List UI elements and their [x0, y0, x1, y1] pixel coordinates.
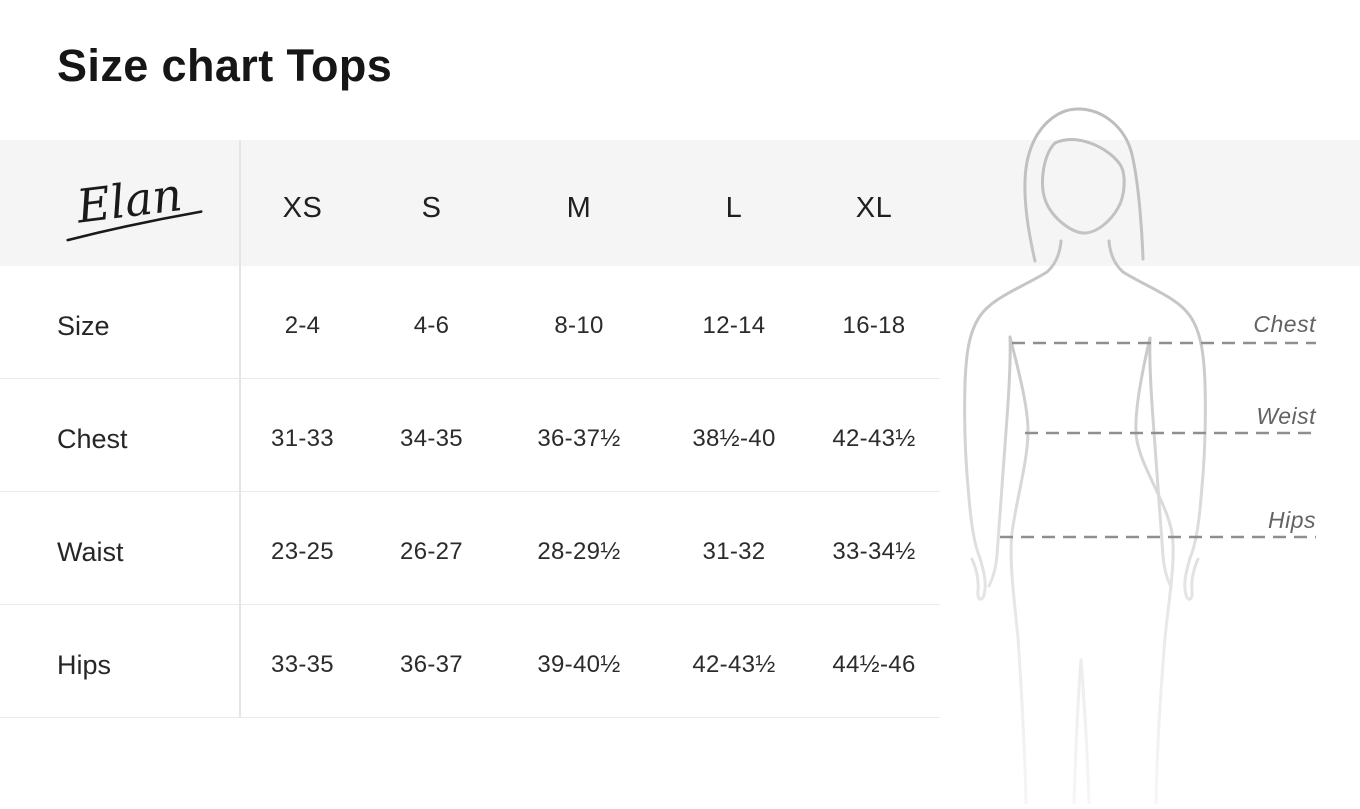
left-arm-outline — [963, 239, 1063, 601]
row-label: Size — [57, 310, 110, 341]
brand-logo: Elan — [66, 167, 203, 242]
column-header-xs: XS — [282, 191, 323, 224]
size-cell: 44½-46 — [832, 651, 916, 678]
chest-label: Chest — [1253, 311, 1317, 337]
size-cell: 12-14 — [702, 312, 766, 339]
table-row-size: Size 2-4 4-6 8-10 12-14 16-18 — [0, 266, 940, 379]
size-cell: 34-35 — [400, 425, 463, 452]
table-row-chest: Chest 31-33 34-35 36-37½ 38½-40 42-43½ — [0, 379, 940, 492]
size-cell: 38½-40 — [692, 425, 776, 452]
waist-label: Weist — [1256, 403, 1317, 429]
size-cell: 36-37 — [400, 651, 463, 678]
size-chart-table: Elan XS S M L XL Size 2-4 4-6 8-10 12-14… — [0, 140, 940, 718]
page-title: Size chart Tops — [57, 40, 393, 91]
logo-underline — [66, 210, 203, 242]
size-cell: 31-33 — [271, 425, 334, 452]
size-cell: 42-43½ — [692, 651, 776, 678]
brand-logo-cell: Elan — [0, 140, 240, 266]
size-cell: 26-27 — [400, 538, 463, 565]
right-torso-leg — [1134, 336, 1175, 806]
body-outline — [963, 107, 1207, 806]
size-cell: 36-37½ — [537, 425, 621, 452]
column-header-s: S — [421, 191, 442, 224]
size-cell: 4-6 — [413, 312, 450, 339]
table-vertical-divider — [239, 140, 241, 718]
size-cell: 16-18 — [842, 312, 906, 339]
row-label: Chest — [57, 423, 128, 454]
hips-label: Hips — [1268, 507, 1316, 533]
size-cell: 23-25 — [271, 538, 334, 565]
size-cell: 42-43½ — [832, 425, 916, 452]
left-inner-arm — [987, 335, 1012, 588]
column-header-xl: XL — [855, 191, 893, 224]
table-header-row: Elan XS S M L XL — [0, 140, 940, 266]
leg-split — [1072, 658, 1091, 806]
brand-logo-text: Elan — [73, 167, 185, 234]
face-outline — [1041, 138, 1126, 235]
table-row-hips: Hips 33-35 36-37 39-40½ 42-43½ 44½-46 — [0, 605, 940, 718]
size-cell: 31-32 — [702, 538, 766, 565]
right-arm-outline — [1107, 239, 1207, 601]
measurement-figure: Chest Weist Hips — [940, 100, 1360, 806]
measurement-lines — [1000, 341, 1316, 539]
size-cell: 33-35 — [271, 651, 334, 678]
size-cell: 28-29½ — [537, 538, 621, 565]
hair-outline — [1023, 107, 1145, 263]
size-cell: 33-34½ — [832, 538, 916, 565]
right-inner-arm — [1148, 336, 1173, 589]
size-cell: 2-4 — [284, 312, 321, 339]
column-header-l: L — [725, 191, 743, 224]
size-cell: 8-10 — [554, 312, 604, 339]
left-torso-leg — [1008, 335, 1030, 806]
column-header-m: M — [566, 191, 592, 224]
row-label: Waist — [57, 536, 124, 567]
row-label: Hips — [57, 649, 112, 680]
woman-outline-illustration: Chest Weist Hips — [963, 107, 1317, 806]
size-cell: 39-40½ — [537, 651, 621, 678]
table-row-waist: Waist 23-25 26-27 28-29½ 31-32 33-34½ — [0, 492, 940, 605]
